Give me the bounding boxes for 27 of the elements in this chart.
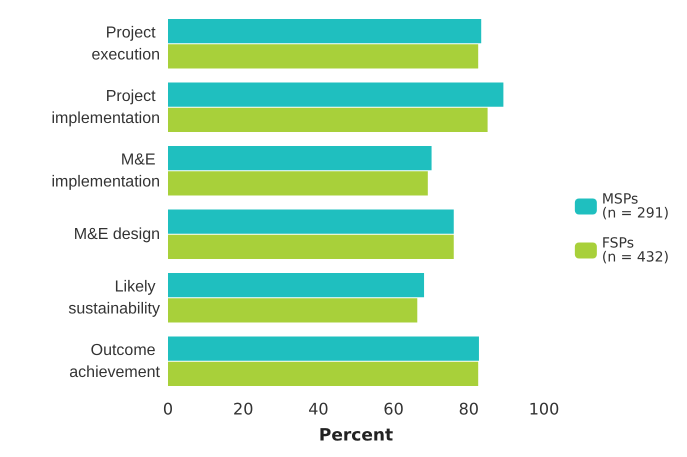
y-tick-label: Likely sustainability <box>68 278 160 318</box>
bar <box>168 108 488 132</box>
x-tick-label: 20 <box>233 400 254 418</box>
y-tick-label: Project implementation <box>52 88 160 127</box>
x-tick-label: 40 <box>308 400 329 418</box>
y-tick-label: Project execution <box>92 24 160 64</box>
bar <box>168 298 418 323</box>
bar <box>168 171 428 196</box>
legend-label: FSPs (n = 432) <box>602 236 670 266</box>
bar <box>168 18 482 44</box>
bar <box>168 234 454 260</box>
bar <box>168 82 504 107</box>
x-axis-title: Percent <box>318 426 394 446</box>
legend-label: MSPs (n = 291) <box>602 192 670 222</box>
x-tick-label: 0 <box>162 400 174 418</box>
bar <box>168 272 424 298</box>
y-tick-label: Outcome achievement <box>69 342 161 381</box>
bar <box>168 336 479 361</box>
y-tick-label: M&E design <box>74 226 160 243</box>
bar <box>168 44 478 69</box>
bar <box>168 209 454 234</box>
x-tick-label: 60 <box>383 400 404 418</box>
y-tick-label: M&E implementation <box>52 151 160 190</box>
bar <box>168 362 478 386</box>
bar <box>168 146 432 170</box>
x-tick-label: 80 <box>458 400 479 418</box>
x-tick-label: 100 <box>528 400 560 418</box>
